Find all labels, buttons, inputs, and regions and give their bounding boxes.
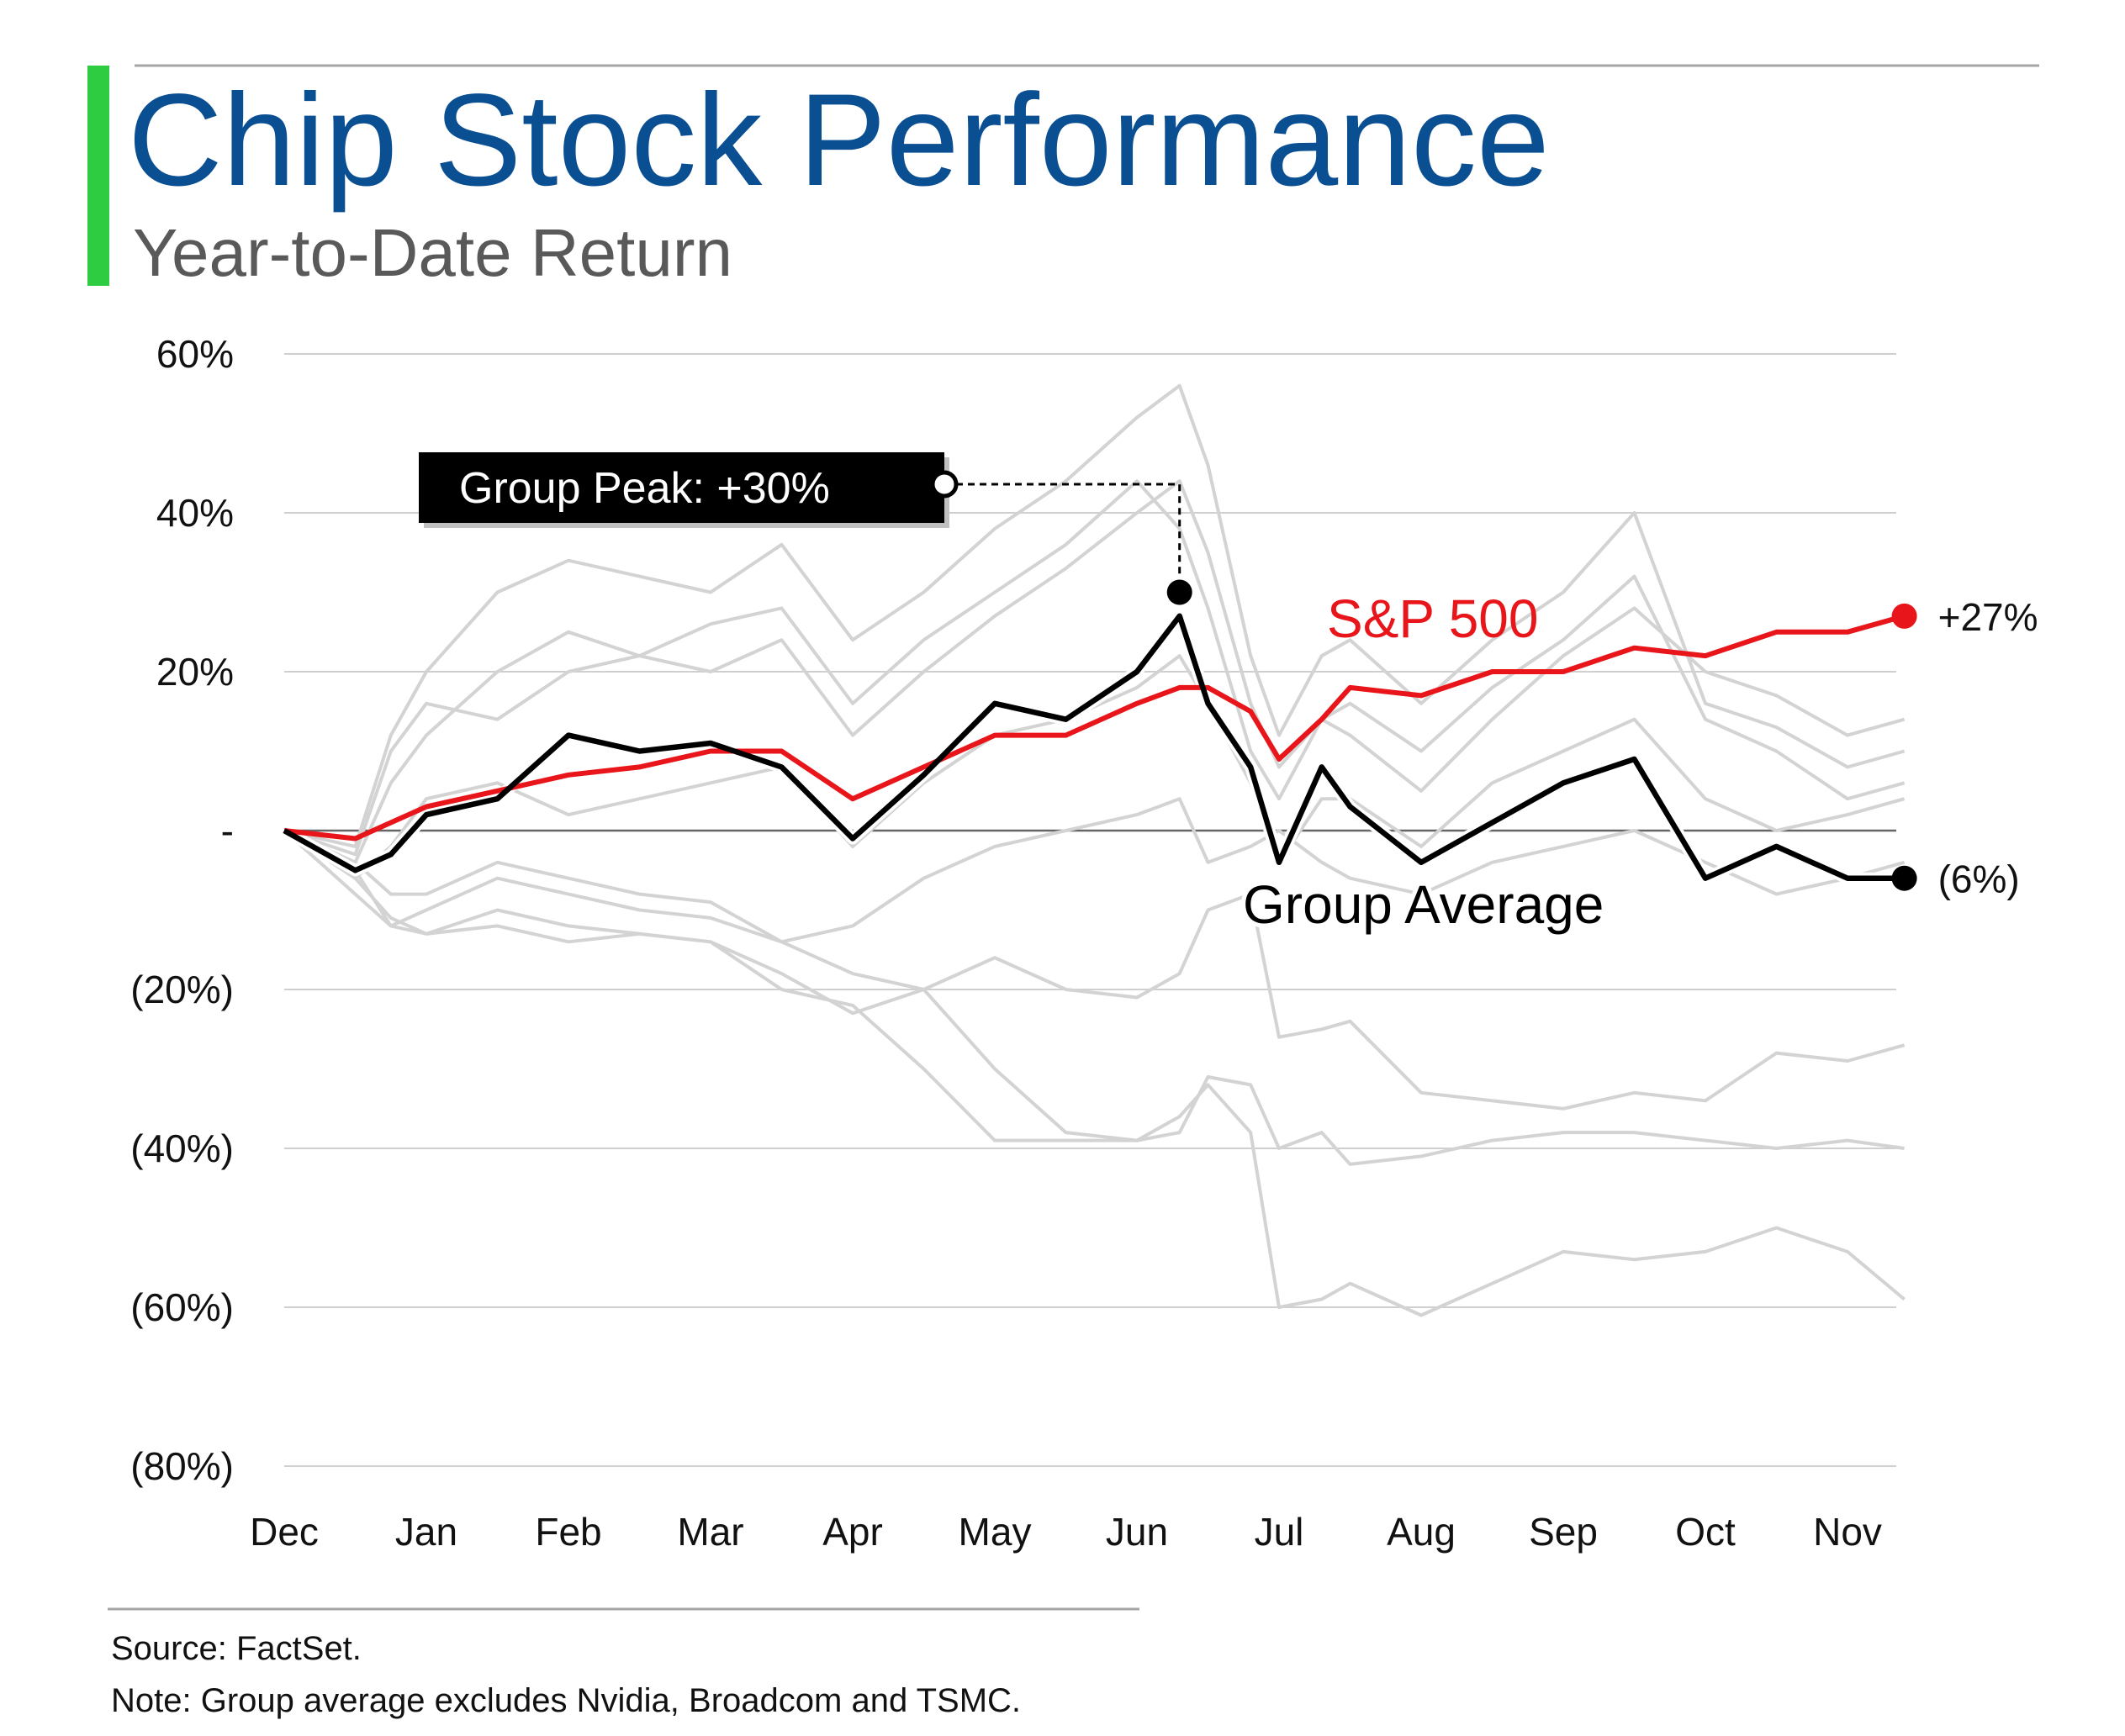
peak-connector-start-marker <box>930 470 959 499</box>
peer-series-line <box>283 479 1906 857</box>
group-average-end-label: (6%) <box>1938 857 2020 901</box>
x-tick-label: Feb <box>535 1510 601 1554</box>
y-axis-ticks: 60% 40% 20% - (20%) (40%) (60%) (80%) <box>130 332 234 1488</box>
group-average-series-label: Group Average <box>1243 874 1604 935</box>
peer-series-line <box>283 654 1906 880</box>
peer-series-line <box>283 797 1906 944</box>
peer-series-line <box>283 829 1905 1166</box>
x-tick-label: Jul <box>1255 1510 1304 1554</box>
y-tick-label: (80%) <box>130 1444 234 1488</box>
annotations: Group Peak: +30% <box>419 452 1192 605</box>
accent-bar <box>87 66 109 286</box>
y-tick-label: (60%) <box>130 1285 234 1329</box>
highlight-series: +27% (6%) S&P 500 Group Average <box>281 588 2038 939</box>
x-tick-label: Oct <box>1675 1510 1736 1554</box>
x-axis-ticks: Dec Jan Feb Mar Apr May Jun Jul Aug Sep Oct Nov <box>250 1510 1882 1554</box>
peer-series-line <box>283 479 1906 864</box>
x-tick-label: Jan <box>395 1510 457 1554</box>
x-tick-label: Sep <box>1529 1510 1598 1554</box>
group-average-end-marker <box>1891 865 1917 891</box>
y-tick-label: 40% <box>156 491 234 535</box>
x-tick-label: Jun <box>1106 1510 1168 1554</box>
sp500-end-label: +27% <box>1938 595 2038 639</box>
x-tick-label: Dec <box>250 1510 319 1554</box>
y-tick-label: (20%) <box>130 968 234 1011</box>
peer-series-line <box>283 829 1906 1317</box>
chart-subtitle: Year-to-Date Return <box>133 215 732 290</box>
peak-label: Group Peak: +30% <box>459 464 830 513</box>
group-average-line <box>283 613 1905 881</box>
source-note: Source: FactSet. <box>111 1630 362 1667</box>
x-tick-label: Mar <box>677 1510 743 1554</box>
y-tick-label: 20% <box>156 650 234 694</box>
footnote: Note: Group average excludes Nvidia, Bro… <box>111 1682 1021 1719</box>
peak-box <box>419 452 944 523</box>
x-tick-label: Apr <box>822 1510 883 1554</box>
y-tick-label: - <box>221 809 234 852</box>
peer-series-line <box>283 383 1906 848</box>
x-tick-label: Nov <box>1813 1510 1882 1554</box>
x-tick-label: Aug <box>1387 1510 1456 1554</box>
peer-series <box>283 383 1906 1317</box>
sp500-end-marker <box>1891 603 1917 629</box>
y-tick-label: (40%) <box>130 1127 234 1170</box>
sp500-line <box>283 613 1906 842</box>
chart-title: Chip Stock Performance <box>128 67 1550 214</box>
peak-connector-line <box>944 483 1181 578</box>
peak-marker <box>1166 579 1192 605</box>
y-tick-label: 60% <box>156 332 234 376</box>
sp500-series-label: S&P 500 <box>1327 588 1538 649</box>
x-tick-label: May <box>959 1510 1032 1554</box>
peer-series-line <box>283 829 1906 1111</box>
